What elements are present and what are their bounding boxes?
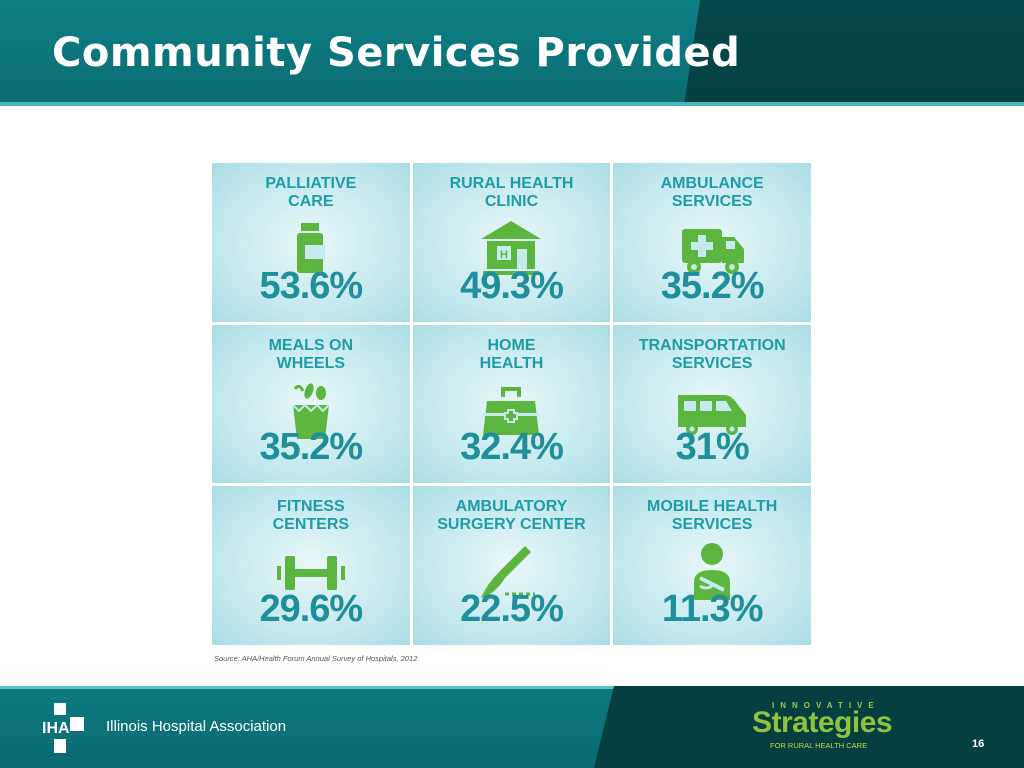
brand-main-text: Strategies — [752, 706, 893, 739]
service-label: HOME HEALTH — [479, 336, 544, 372]
medicine-bottle-icon — [296, 223, 325, 273]
svg-text:H: H — [501, 249, 509, 261]
footer-dark-panel — [594, 686, 1024, 768]
service-label: FITNESS CENTERS — [272, 498, 350, 534]
van-icon — [678, 394, 747, 435]
ambulance-icon — [682, 229, 745, 274]
service-label: MOBILE HEALTH SERVICES — [646, 498, 778, 534]
service-cell-ambulatory-surgery-center: AMBULATORY SURGERY CENTER 22.5% — [412, 486, 611, 645]
source-note: Source: AHA/Health Forum Annual Survey o… — [214, 654, 418, 663]
service-value: 22.5% — [460, 588, 564, 630]
header-divider — [0, 102, 1024, 106]
service-cell-mobile-health-services: MOBILE HEALTH SERVICES 11.3% — [613, 486, 811, 645]
brand-top-text: INNOVATIVE — [772, 701, 880, 710]
iha-logo-icon: IHA — [42, 703, 84, 753]
brand-sub-text: FOR RURAL HEALTH CARE — [770, 741, 868, 750]
footer-divider — [0, 686, 1024, 689]
iha-logo-text: IHA — [42, 720, 70, 737]
service-cell-transportation-services: TRANSPORTATION SERVICES 31% — [613, 324, 811, 484]
service-cell-home-health: HOME HEALTH 32.4% — [412, 324, 611, 484]
page-number: 16 — [972, 738, 985, 750]
organization-name: Illinois Hospital Association — [106, 718, 287, 735]
service-label: AMBULANCE SERVICES — [660, 175, 764, 210]
services-infographic: PALLIATIVE CARE 53.6% RURAL HEALTH CLINI… — [212, 163, 811, 645]
service-value: 11.3% — [661, 588, 764, 630]
service-value: 35.2% — [660, 264, 765, 307]
service-label: PALLIATIVE CARE — [265, 175, 357, 210]
service-value: 49.3% — [460, 264, 564, 307]
service-label: MEALS ON WHEELS — [268, 336, 354, 372]
service-value: 32.4% — [460, 426, 564, 469]
service-cell-meals-on-wheels: MEALS ON WHEELS 35.2% — [212, 324, 410, 484]
service-label: AMBULATORY SURGERY CENTER — [437, 498, 586, 534]
service-cell-fitness-centers: FITNESS CENTERS 29.6% — [212, 486, 410, 645]
dumbbell-icon — [276, 556, 345, 591]
patient-sling-icon — [694, 543, 731, 601]
service-value: 31% — [675, 426, 750, 469]
slide-title: Community Services Provided — [52, 30, 741, 76]
service-label: TRANSPORTATION SERVICES — [638, 336, 786, 372]
clinic-building-icon: H — [481, 221, 542, 275]
scalpel-icon — [481, 546, 536, 599]
service-cell-ambulance-services: AMBULANCE SERVICES 35.2% — [613, 163, 811, 322]
header-dark-panel — [684, 0, 1024, 106]
service-cell-palliative-care: PALLIATIVE CARE 53.6% — [212, 163, 410, 322]
service-cell-rural-health-clinic: RURAL HEALTH CLINIC H 49.3% — [412, 163, 611, 322]
service-value: 53.6% — [259, 264, 363, 307]
service-value: 29.6% — [259, 588, 363, 630]
service-label: RURAL HEALTH CLINIC — [449, 175, 574, 210]
medical-bag-icon — [483, 386, 540, 435]
grocery-bag-icon — [292, 383, 330, 439]
service-value: 35.2% — [259, 426, 363, 469]
